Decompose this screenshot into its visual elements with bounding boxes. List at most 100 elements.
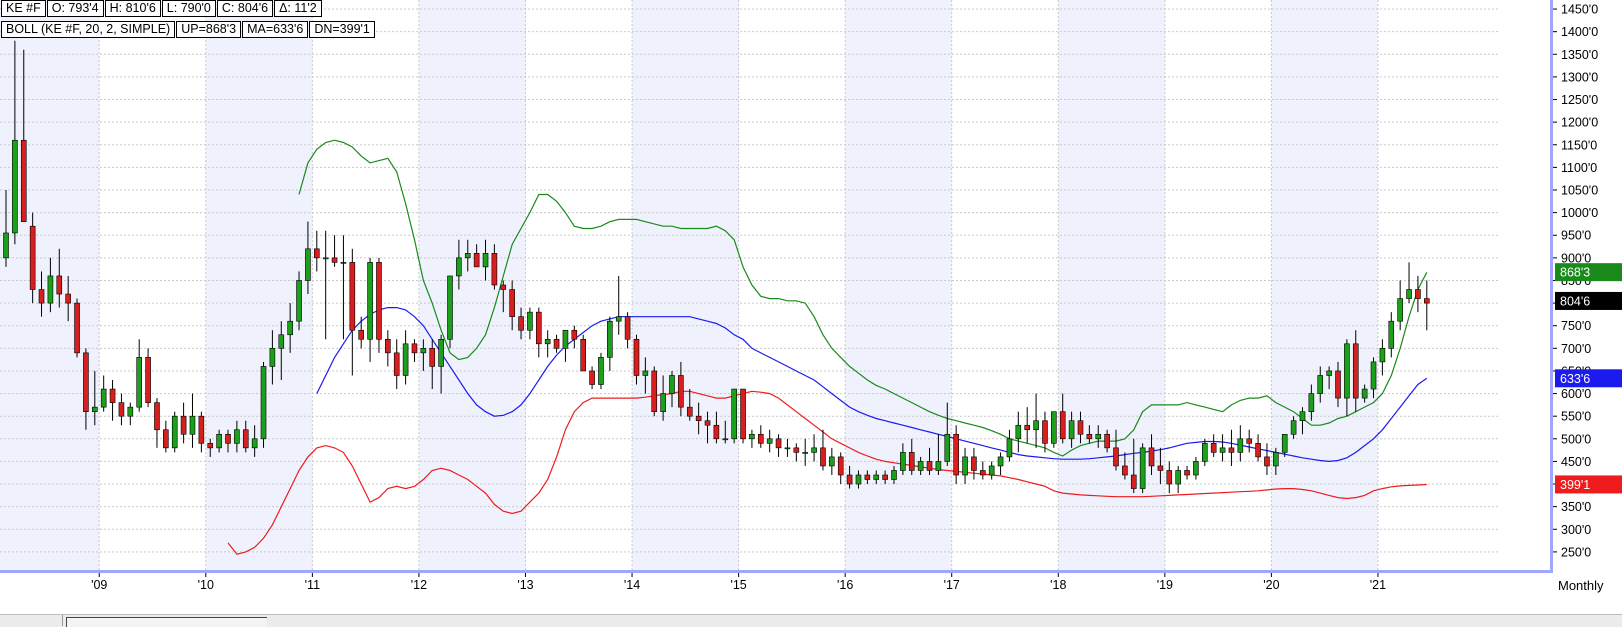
candle-body: [358, 329, 365, 340]
y-tick-label: 1300'0: [1561, 70, 1598, 84]
candle-body: [491, 253, 498, 286]
candle-body: [464, 253, 471, 259]
candle: [766, 429, 773, 453]
candle: [1273, 447, 1279, 475]
candle-body: [1148, 447, 1155, 467]
candle-body: [100, 388, 107, 408]
candle: [1068, 411, 1075, 448]
candle-body: [802, 452, 809, 454]
candle: [1255, 434, 1261, 462]
candle: [56, 248, 63, 308]
candle-body: [686, 406, 693, 417]
candle: [1424, 280, 1430, 331]
candle: [1388, 312, 1395, 358]
candle: [1006, 429, 1013, 462]
candle: [83, 348, 89, 430]
candle-body: [731, 388, 737, 440]
candle: [1113, 429, 1119, 471]
candle: [29, 212, 36, 304]
candle: [615, 275, 622, 335]
candle-body: [171, 415, 178, 449]
candle: [1415, 275, 1421, 313]
candle-body: [1068, 420, 1075, 440]
candle: [944, 402, 951, 466]
candle: [917, 456, 924, 475]
candle: [349, 248, 356, 376]
candle: [1228, 429, 1235, 466]
y-tick-label: 1400'0: [1561, 25, 1598, 39]
candle-body: [1352, 343, 1359, 399]
candle: [1175, 465, 1181, 494]
price-tag-box: [1555, 291, 1622, 310]
candle: [189, 393, 196, 448]
candle-body: [1255, 443, 1261, 458]
candle-body: [429, 348, 436, 367]
candle: [1033, 393, 1039, 448]
candle-body: [1228, 447, 1235, 453]
candle: [109, 380, 116, 421]
bottom-scrollbar[interactable]: [0, 614, 1622, 627]
y-tick-label: 450'0: [1561, 455, 1591, 469]
candle: [829, 447, 835, 475]
candle: [660, 375, 666, 421]
candle-body: [962, 456, 968, 476]
candle: [731, 388, 737, 444]
candle: [1104, 429, 1110, 453]
x-tick-label: '19: [1157, 578, 1173, 592]
candle-body: [944, 433, 951, 462]
candle-body: [1130, 474, 1137, 489]
candle-body: [766, 438, 773, 444]
candle: [242, 420, 249, 453]
candle: [553, 334, 560, 353]
candle-body: [1033, 420, 1039, 431]
candle: [1210, 434, 1217, 457]
candle: [846, 465, 853, 489]
candle: [1139, 443, 1146, 494]
candle: [1290, 416, 1297, 439]
y-tick-label: 950'0: [1561, 229, 1591, 243]
candle: [1077, 411, 1084, 444]
candle: [935, 434, 942, 475]
y-tick-label: 700'0: [1561, 342, 1591, 356]
candle-body: [83, 352, 89, 412]
candle: [251, 425, 258, 457]
candle: [145, 348, 151, 408]
candle-body: [1210, 443, 1217, 453]
candle: [1335, 361, 1341, 408]
scroll-thumb[interactable]: [66, 617, 267, 627]
candle-body: [127, 406, 134, 417]
candle-body: [607, 320, 613, 358]
candle-body: [997, 456, 1004, 467]
x-tick-label: '18: [1050, 578, 1066, 592]
candle: [340, 235, 347, 340]
candle-body: [1175, 470, 1181, 485]
candle-body: [589, 370, 595, 385]
candle-body: [979, 470, 986, 476]
candle: [65, 275, 71, 322]
candle-body: [1424, 298, 1430, 304]
candle-body: [553, 338, 560, 349]
candle-body: [1415, 289, 1421, 299]
candle-body: [1157, 465, 1164, 471]
candle: [749, 429, 755, 448]
candle-body: [908, 452, 915, 471]
candle-body: [891, 470, 897, 480]
candle-body: [749, 433, 755, 440]
candle: [1122, 452, 1128, 480]
candle-body: [198, 415, 205, 444]
candle: [171, 411, 178, 453]
x-tick-label: '09: [91, 578, 107, 592]
upper-band-value: UP=868'3: [176, 21, 242, 38]
candle-body: [1095, 433, 1102, 440]
candle-body: [12, 139, 18, 234]
candle: [198, 411, 205, 453]
candle-body: [163, 429, 169, 449]
candle-body: [56, 275, 63, 295]
time-axis[interactable]: '09 '10 '11 '12 '13 '14 '15 '16 '17 '18 '19 '20 '21 M…: [91, 573, 1604, 593]
candle-body: [1104, 433, 1110, 449]
candle-body: [136, 357, 142, 408]
candle: [1042, 411, 1048, 453]
sheet-tab[interactable]: [0, 615, 63, 626]
candle: [1264, 443, 1270, 475]
